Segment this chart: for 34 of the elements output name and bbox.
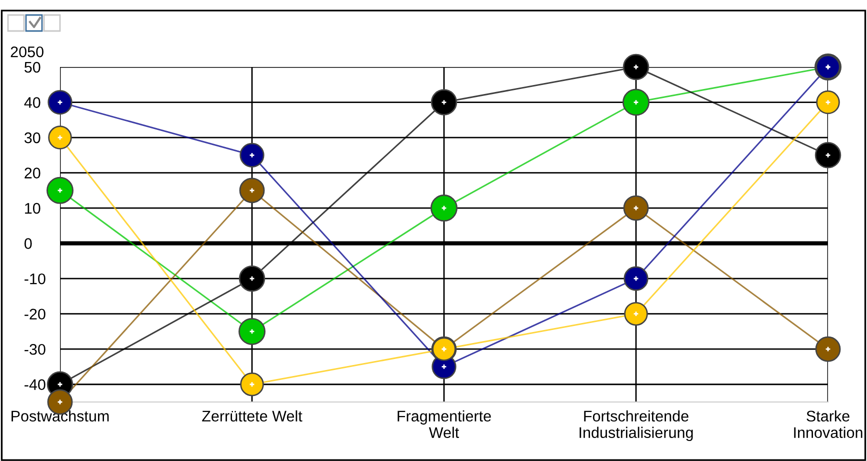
- point: [624, 302, 648, 326]
- point: [430, 89, 458, 116]
- point: [48, 90, 72, 115]
- point: [816, 90, 840, 114]
- point: [240, 372, 264, 396]
- y-tick-label: 20: [24, 168, 40, 178]
- y-tick-label: -20: [24, 308, 46, 320]
- x-tick-label: Starke Innovation: [794, 410, 862, 438]
- point: [624, 266, 648, 291]
- y-tick-label: -30: [24, 344, 46, 355]
- y-tick-label: 40: [24, 97, 40, 108]
- y-tick-label: 10: [25, 202, 40, 214]
- x-tick-label: Zerrüttete Welt: [202, 410, 302, 422]
- y-tick-label: 0: [24, 238, 32, 249]
- point: [622, 54, 650, 80]
- x-tick-label: Postwachstum: [12, 410, 109, 422]
- point: [238, 265, 266, 292]
- x-tick-label: Fortschreitende Industrialisierung: [580, 410, 693, 442]
- point: [623, 195, 649, 221]
- point: [239, 178, 265, 204]
- point: [814, 142, 842, 168]
- y-tick-label: 30: [24, 132, 40, 144]
- y-axis-title: 2050: [10, 46, 44, 58]
- y-tick-label: 50: [24, 62, 40, 73]
- point: [240, 142, 264, 168]
- point: [46, 176, 74, 204]
- y-tick-label: -40: [24, 379, 46, 390]
- x-tick-label: Fragmentierte Welt: [398, 410, 491, 438]
- point: [430, 194, 458, 222]
- point: [48, 126, 72, 150]
- point: [815, 336, 841, 362]
- point: [622, 88, 650, 116]
- point: [238, 318, 266, 345]
- y-tick-label: -10: [24, 273, 46, 284]
